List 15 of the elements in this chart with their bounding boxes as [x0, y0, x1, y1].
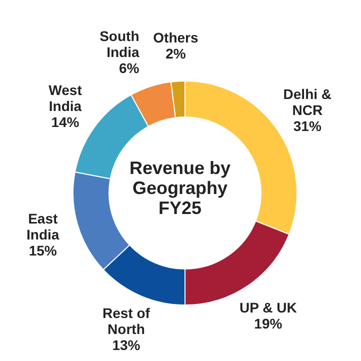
data-label: 14% — [51, 114, 80, 130]
data-label: 6% — [119, 60, 140, 76]
slice-label: UP & UK — [240, 299, 297, 316]
slice-label: West India — [48, 82, 82, 114]
text: Revenue by Geography FY25 — [129, 158, 231, 218]
data-label: 31% — [293, 118, 322, 134]
data-label: 15% — [28, 242, 58, 258]
slice-label: Rest of North — [102, 304, 150, 337]
slice-label: South India — [100, 28, 140, 60]
slice-label: East India — [26, 210, 60, 242]
data-label: 2% — [166, 45, 186, 62]
slice-label: Others — [153, 29, 198, 46]
data-label: 19% — [254, 315, 283, 332]
slice-label: Delhi & NCR — [283, 86, 332, 118]
data-label: 13% — [112, 336, 141, 353]
